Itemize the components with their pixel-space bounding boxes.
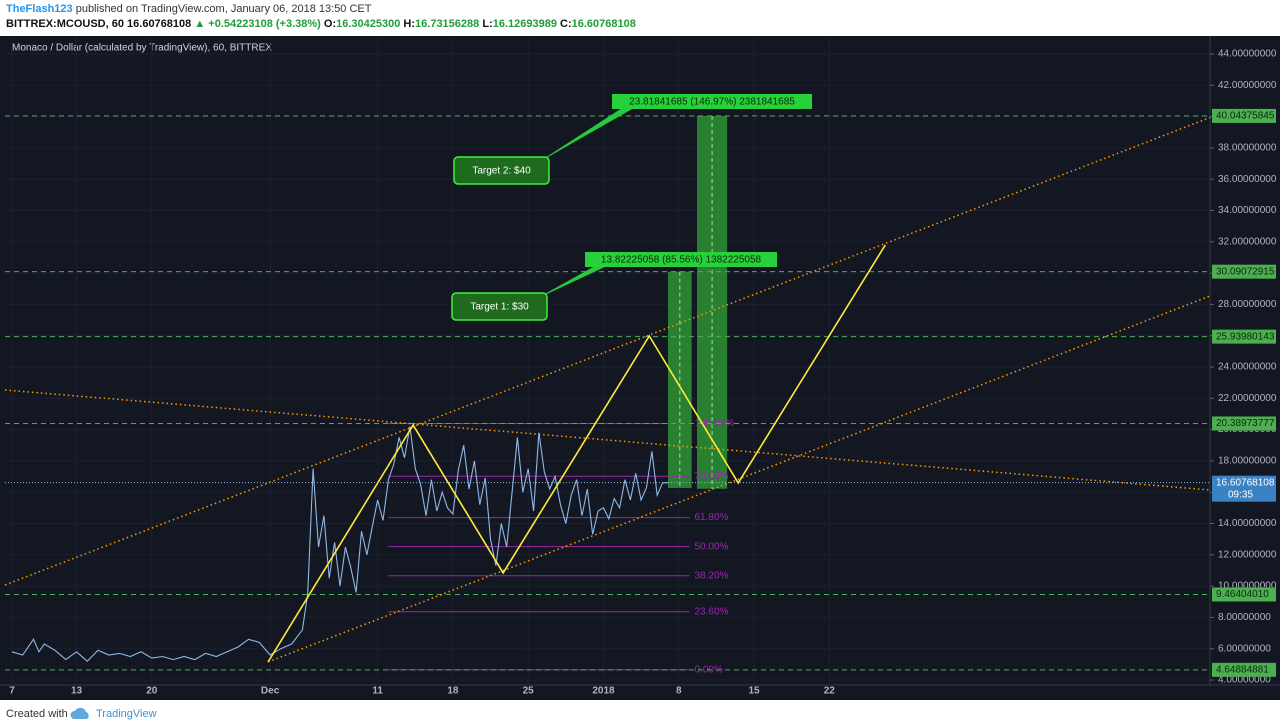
level-label: 25.93980143 (1216, 331, 1275, 342)
fib-label: 38.20% (695, 570, 729, 581)
y-tick-label: 22.00000000 (1218, 393, 1277, 404)
price-line (11, 426, 668, 662)
x-tick-label: 15 (748, 686, 760, 697)
fib-label: 100.00% (695, 418, 735, 429)
low: 16.12693989 (492, 18, 557, 30)
projection-label: 13.82225058 (85.56%) 1382225058 (601, 255, 762, 266)
c-label: C: (560, 18, 572, 30)
last-price-tag (1212, 475, 1276, 502)
y-tick-label: 36.00000000 (1218, 174, 1277, 185)
fib-label: 61.80% (695, 512, 729, 523)
y-tick-label: 18.00000000 (1218, 456, 1277, 467)
y-tick-label: 34.00000000 (1218, 205, 1277, 216)
user[interactable]: TheFlash123 (6, 3, 73, 15)
level-label: 9.46404010 (1216, 589, 1269, 600)
price: 16.60768108 (127, 18, 192, 30)
target-label: Target 1: $30 (470, 302, 529, 313)
level-label: 40.04375845 (1216, 111, 1275, 122)
l-label: L: (482, 18, 493, 30)
x-tick-label: 25 (523, 686, 535, 697)
chart-bg (0, 36, 1280, 700)
chart: Monaco / Dollar (calculated by TradingVi… (0, 36, 1280, 700)
fib-label: 23.60% (695, 606, 729, 617)
level-tag (1212, 587, 1276, 602)
published: published on TradingView.com, January 06… (75, 3, 372, 15)
last-price-label: 16.60768108 (1216, 477, 1275, 488)
x-tick-label: 22 (824, 686, 836, 697)
created: Created with (6, 708, 68, 720)
target-box (453, 156, 550, 185)
x-tick-label: 20 (146, 686, 158, 697)
x-tick-label: 18 (447, 686, 459, 697)
projection-label: 23.81841685 (146.97%) 2381841685 (629, 97, 795, 108)
level-label: 20.38973777 (1216, 418, 1275, 429)
y-tick-label: 24.00000000 (1218, 362, 1277, 373)
y-tick-label: 28.00000000 (1218, 299, 1277, 310)
callout-pointer (534, 108, 634, 165)
close: 16.60768108 (571, 18, 636, 30)
y-tick-label: 14.00000000 (1218, 518, 1277, 529)
h-label: H: (403, 18, 416, 30)
last-time-label: 09:35 (1228, 489, 1253, 500)
logo (70, 707, 89, 719)
level-tag (1212, 108, 1276, 123)
open: 16.30425300 (336, 18, 401, 30)
x-tick-label: Dec (261, 686, 280, 697)
x-tick-label: 7 (9, 686, 15, 697)
level-label: 4.64884881 (1216, 664, 1269, 675)
level-tag (1212, 416, 1276, 431)
x-tick-label: 2018 (592, 686, 615, 697)
y-tick-label: 32.00000000 (1218, 236, 1277, 247)
y-tick-label: 10.00000000 (1218, 581, 1277, 592)
y-tick-label: 6.00000000 (1218, 643, 1271, 654)
y-tick-label: 38.00000000 (1218, 143, 1277, 154)
fib-label: 50.00% (695, 541, 729, 552)
brand[interactable]: TradingView (96, 708, 157, 720)
x-tick-label: 11 (372, 686, 383, 697)
x-tick-label: 13 (71, 686, 83, 697)
o-label: O: (323, 18, 337, 30)
y-tick-label: 8.00000000 (1218, 612, 1271, 623)
callout-pointer (532, 266, 607, 301)
change: +0.54223108 (+3.38%) (208, 18, 321, 30)
target-box (451, 292, 548, 321)
level-tag (1212, 329, 1276, 344)
zigzag (267, 244, 887, 663)
symbol: BITTREX:MCOUSD, 60 (6, 18, 124, 30)
projection-label-bg (612, 94, 812, 109)
chart-title: Monaco / Dollar (calculated by TradingVi… (12, 43, 272, 54)
x-tick-label: 8 (676, 686, 682, 697)
header: TheFlash123 published on TradingView.com… (0, 0, 1280, 36)
high: 16.73156288 (415, 18, 480, 30)
level-tag (1212, 662, 1276, 677)
target-label: Target 2: $40 (472, 166, 531, 177)
level-label: 30.09072915 (1216, 266, 1275, 277)
projection-label-bg (585, 252, 777, 267)
y-tick-label: 12.00000000 (1218, 549, 1277, 560)
trendline (267, 295, 1211, 663)
level-tag (1212, 264, 1276, 279)
footer: Created with TradingView (0, 700, 1280, 728)
y-tick-label: 44.00000000 (1218, 49, 1277, 60)
y-tick-label: 4.00000000 (1218, 675, 1271, 686)
y-tick-label: 42.00000000 (1218, 80, 1277, 91)
fib-label: 78.60% (695, 471, 729, 482)
